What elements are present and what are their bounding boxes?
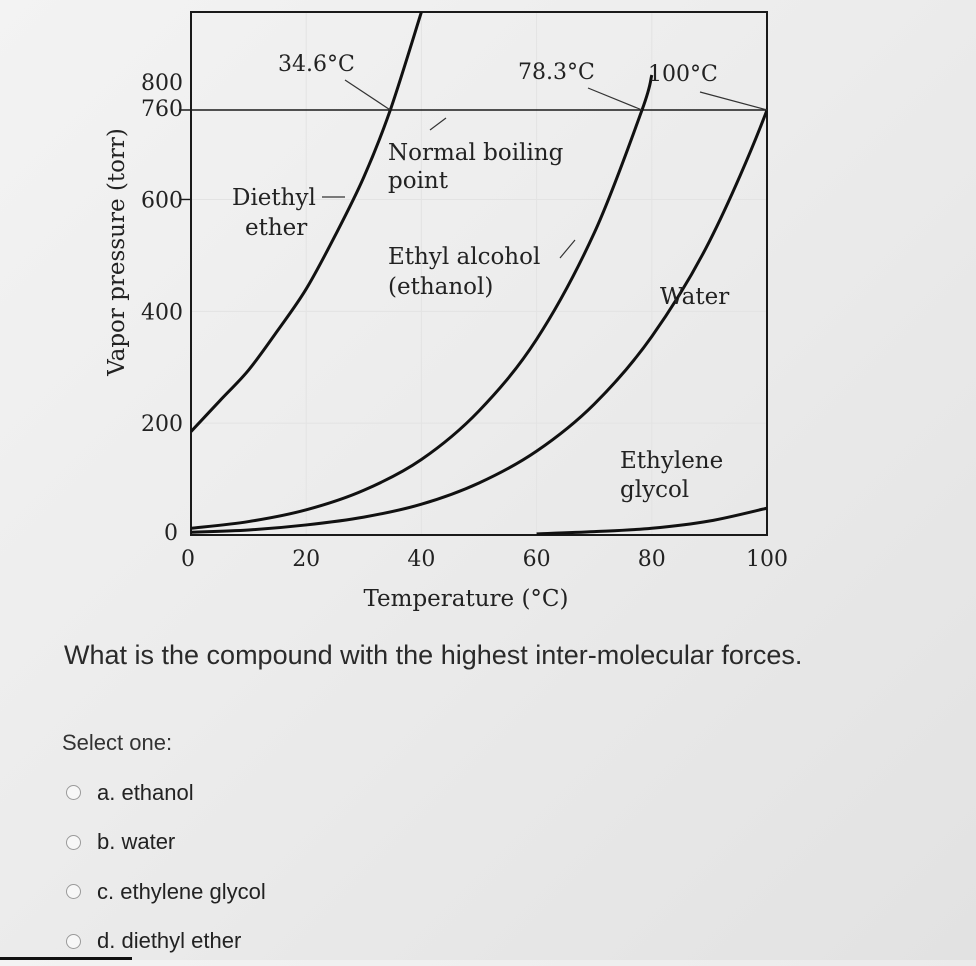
option-ethanol[interactable]: a. ethanol (66, 768, 266, 818)
x-tick-label: 80 (638, 547, 666, 572)
y-tick-label: 0 (164, 521, 178, 546)
series-label-ether: Diethyl ether (232, 185, 323, 241)
question-text: What is the compound with the highest in… (64, 640, 802, 671)
series-label-water: Water (660, 284, 729, 310)
radio-button[interactable] (66, 785, 81, 800)
y-tick-label: 800 (141, 71, 183, 96)
option-label: b. water (97, 829, 175, 855)
series-label-glycol: Ethylene glycol (620, 448, 731, 503)
bp-label-ethanol: 78.3°C (518, 60, 595, 85)
x-axis-label: Temperature (°C) (363, 586, 568, 612)
y-axis-label: Vapor pressure (torr) (104, 128, 130, 377)
y-tick-label: 760 (141, 97, 183, 122)
option-ethylene-glycol[interactable]: c. ethylene glycol (66, 867, 266, 917)
x-tick-label: 20 (292, 547, 320, 572)
x-tick-label: 60 (523, 547, 551, 572)
y-tick-label: 400 (141, 300, 183, 325)
option-water[interactable]: b. water (66, 818, 266, 868)
radio-button[interactable] (66, 835, 81, 850)
select-one-label: Select one: (62, 730, 172, 756)
option-label: c. ethylene glycol (97, 879, 266, 905)
y-tick-label: 200 (141, 412, 183, 437)
x-tick-label: 40 (407, 547, 435, 572)
radio-button[interactable] (66, 884, 81, 899)
bp-label-ether: 34.6°C (278, 52, 355, 77)
option-label: a. ethanol (97, 780, 194, 806)
answer-options: a. ethanol b. water c. ethylene glycol d… (66, 768, 266, 966)
bp-label-water: 100°C (648, 62, 718, 87)
x-tick-label: 100 (746, 547, 788, 572)
series-label-ethanol: Ethyl alcohol (ethanol) (388, 244, 548, 300)
x-tick-label: 0 (181, 547, 195, 572)
radio-button[interactable] (66, 934, 81, 949)
y-tick-label: 600 (141, 188, 183, 213)
boiling-line-label: Normal boiling point (388, 140, 571, 194)
option-label: d. diethyl ether (97, 928, 241, 954)
